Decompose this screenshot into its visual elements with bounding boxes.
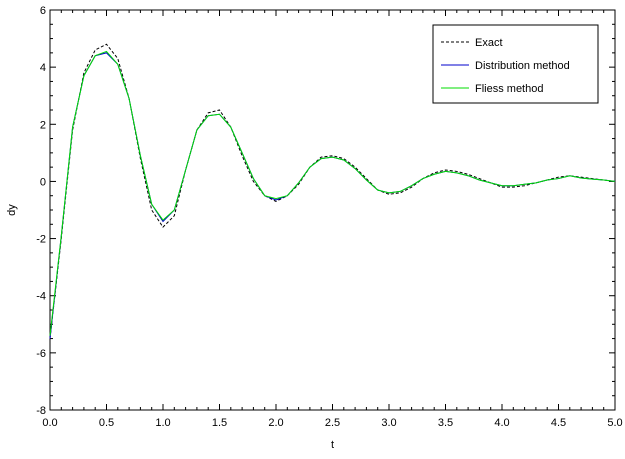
y-tick-label: -6 (36, 348, 46, 360)
series-line-fliess-method (49, 50, 616, 336)
x-tick-label: 2.0 (268, 417, 283, 429)
x-tick-label: 4.0 (494, 417, 509, 429)
y-tick-label: 6 (40, 5, 46, 17)
legend-box (432, 24, 599, 104)
x-tick-label: 3.0 (381, 417, 396, 429)
x-tick-label: 1.5 (212, 417, 227, 429)
legend-label: Exact (475, 37, 503, 49)
x-tick-label: 1.0 (155, 417, 170, 429)
legend-label: Distribution method (475, 60, 570, 72)
series-layer (49, 43, 616, 339)
y-tick-label: -4 (36, 291, 46, 303)
y-tick-label: -8 (36, 405, 46, 417)
y-axis-label: dy (6, 204, 18, 216)
legend-label: Fliess method (475, 83, 543, 95)
axis-ticks (49, 9, 616, 411)
x-tick-label: 4.5 (551, 417, 566, 429)
x-tick-label: 2.5 (325, 417, 340, 429)
y-tick-label: -2 (36, 234, 46, 246)
legend: Exact Distribution method Fliess method (432, 24, 599, 104)
x-tick-label: 0.0 (42, 417, 57, 429)
tick-labels: 0.0 0.5 1.0 1.5 2.0 2.5 3.0 3.5 4.0 4.5 5.0 -8 -6 -4 -… (36, 5, 622, 429)
x-axis-label: t (331, 439, 334, 451)
y-tick-label: 0 (40, 176, 46, 188)
x-tick-label: 5.0 (607, 417, 622, 429)
y-tick-label: 4 (40, 62, 46, 74)
y-tick-label: 2 (40, 119, 46, 131)
x-tick-label: 0.5 (99, 417, 114, 429)
x-tick-label: 3.5 (438, 417, 453, 429)
